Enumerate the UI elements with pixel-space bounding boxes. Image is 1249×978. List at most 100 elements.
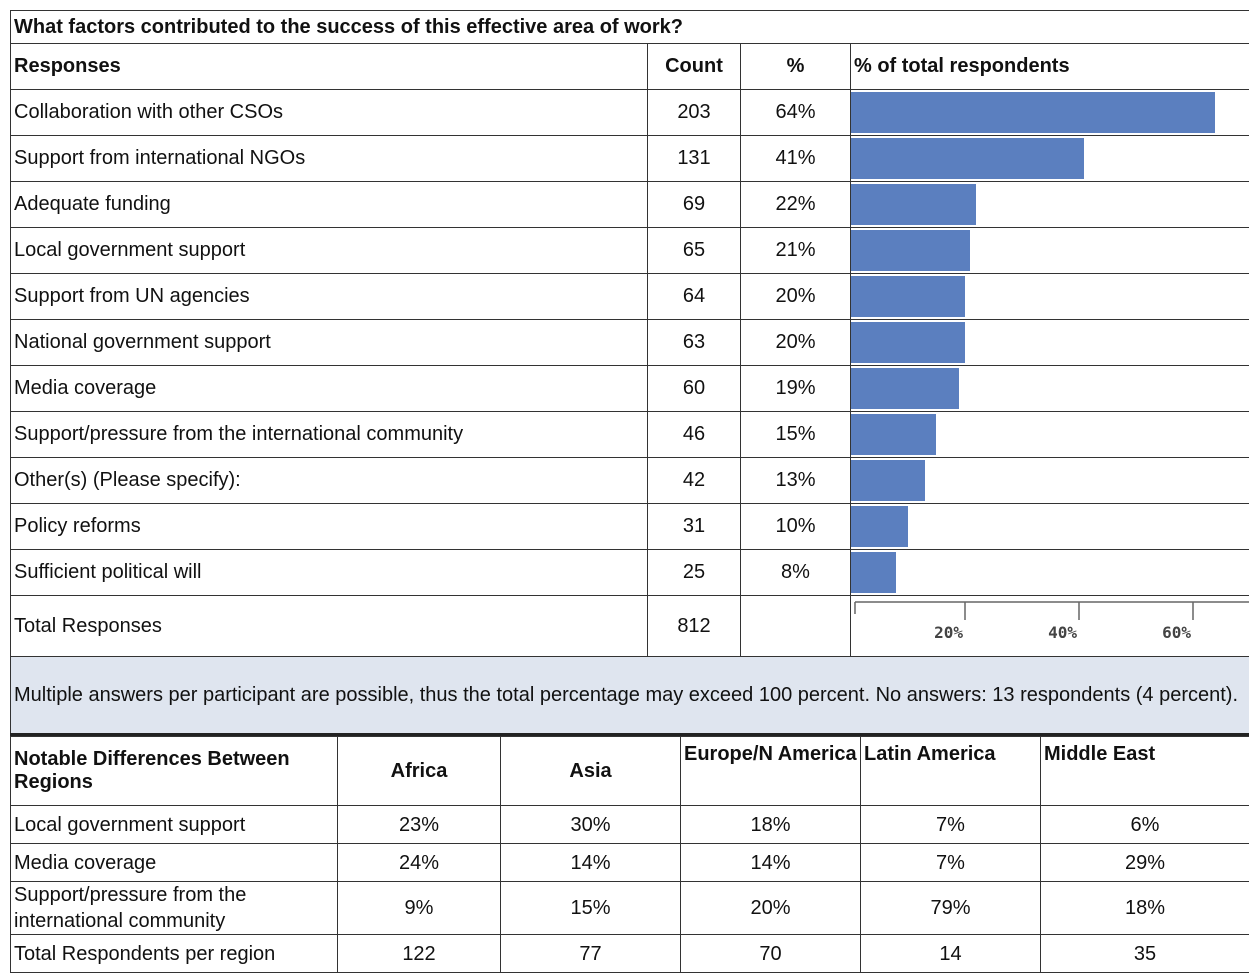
region-value: 30% (500, 805, 681, 844)
response-label: Policy reforms (10, 503, 648, 550)
count: 60 (647, 365, 741, 412)
regions-rows: Local government support 23% 30% 18% 7% 6% Med… (10, 805, 1249, 973)
bar (851, 322, 965, 363)
response-label: Other(s) (Please specify): (10, 457, 648, 504)
response-row: Local government support 65 21% (10, 227, 1249, 274)
region-value: 15% (500, 881, 681, 935)
response-row: Support from UN agencies 64 20% (10, 273, 1249, 320)
count: 31 (647, 503, 741, 550)
region-value: 14 (860, 934, 1041, 973)
region-row-label: Support/pressure from the international … (10, 881, 338, 935)
header: % of total respondents (849, 43, 1249, 90)
region-row: Total Respondents per region 122 77 70 14 35 (10, 934, 1249, 973)
response-row: Media coverage 60 19% (10, 365, 1249, 412)
response-label: Media coverage (10, 365, 648, 412)
region-value: 20% (680, 881, 861, 935)
axis-tick-label: 40% (1048, 623, 1077, 642)
region-header: Notable Differences Between Regions (10, 736, 338, 806)
bar-cell (849, 135, 1249, 182)
region-row-label: Media coverage (10, 843, 338, 882)
axis-tick-label: 20% (934, 623, 963, 642)
region-value: 29% (1040, 843, 1249, 882)
percent: 10% (740, 503, 851, 550)
response-label: Support/pressure from the international … (10, 411, 648, 458)
bar-cell (849, 503, 1249, 550)
regions-table: Notable Differences Between Regions Afric… (10, 736, 1249, 973)
region-header: Latin America (860, 736, 1041, 806)
region-header: Asia (500, 736, 681, 806)
response-row: Policy reforms 31 10% (10, 503, 1249, 550)
count: 69 (647, 181, 741, 228)
region-row: Support/pressure from the international … (10, 881, 1249, 935)
count: 46 (647, 411, 741, 458)
response-label: Sufficient political will (10, 549, 648, 596)
response-label: Support from UN agencies (10, 273, 648, 320)
total-row: Total Responses 812 20% 40% 60% (10, 595, 1249, 657)
region-value: 14% (680, 843, 861, 882)
bar-cell (849, 411, 1249, 458)
percent: 20% (740, 273, 851, 320)
region-value: 18% (680, 805, 861, 844)
responses-table: What factors contributed to the success … (9, 10, 1249, 736)
title-row: What factors contributed to the success … (9, 10, 1249, 44)
percent: 64% (740, 89, 851, 136)
bar-cell (849, 89, 1249, 136)
response-row: Support/pressure from the international … (10, 411, 1249, 458)
page: What factors contributed to the success … (9, 10, 1249, 973)
region-value: 6% (1040, 805, 1249, 844)
response-label: Support from international NGOs (10, 135, 648, 182)
region-row: Local government support 23% 30% 18% 7% 6% (10, 805, 1249, 844)
response-row: Collaboration with other CSOs 203 64% (10, 89, 1249, 136)
percent: 21% (740, 227, 851, 274)
region-value: 23% (337, 805, 501, 844)
count: 64 (647, 273, 741, 320)
region-row: Media coverage 24% 14% 14% 7% 29% (10, 843, 1249, 882)
region-header: Africa (337, 736, 501, 806)
total-label: Total Responses (10, 595, 648, 657)
response-label: Collaboration with other CSOs (10, 89, 648, 136)
percent: 20% (740, 319, 851, 366)
region-value: 7% (860, 843, 1041, 882)
count: 203 (647, 89, 741, 136)
response-row: Other(s) (Please specify): 42 13% (10, 457, 1249, 504)
region-value: 35 (1040, 934, 1249, 973)
region-header: Middle East (1040, 736, 1249, 806)
header: % (740, 43, 851, 90)
bar-cell (849, 273, 1249, 320)
percent: 15% (740, 411, 851, 458)
region-value: 18% (1040, 881, 1249, 935)
total-count: 812 (647, 595, 741, 657)
percent: 41% (740, 135, 851, 182)
response-row: National government support 63 20% (10, 319, 1249, 366)
percent: 8% (740, 549, 851, 596)
count: 42 (647, 457, 741, 504)
note-row: Multiple answers per participant are pos… (9, 656, 1249, 736)
region-value: 14% (500, 843, 681, 882)
region-header: Europe/N America (680, 736, 861, 806)
bar (851, 138, 1085, 179)
bar (851, 414, 937, 455)
regions-header-row: Notable Differences Between Regions Afric… (10, 736, 1249, 806)
axis-cell: 20% 40% 60% (849, 595, 1249, 657)
bar-cell (849, 227, 1249, 274)
note: Multiple answers per participant are pos… (9, 656, 1249, 736)
bar (851, 184, 977, 225)
axis: 20% 40% 60% (854, 601, 1249, 642)
bar (851, 460, 925, 501)
title: What factors contributed to the success … (9, 10, 1249, 44)
count: 63 (647, 319, 741, 366)
rows: Collaboration with other CSOs 203 64% Suppo… (10, 89, 1249, 596)
region-value: 77 (500, 934, 681, 973)
header-row: Responses Count % % of total respondents (10, 43, 1249, 90)
empty-cell (740, 595, 851, 657)
response-row: Sufficient political will 25 8% (10, 549, 1249, 596)
region-row-label: Total Respondents per region (10, 934, 338, 973)
region-value: 24% (337, 843, 501, 882)
response-label: Local government support (10, 227, 648, 274)
bar (851, 552, 897, 593)
header: Responses (10, 43, 648, 90)
bar (851, 506, 908, 547)
region-value: 79% (860, 881, 1041, 935)
bar (851, 368, 960, 409)
percent: 19% (740, 365, 851, 412)
